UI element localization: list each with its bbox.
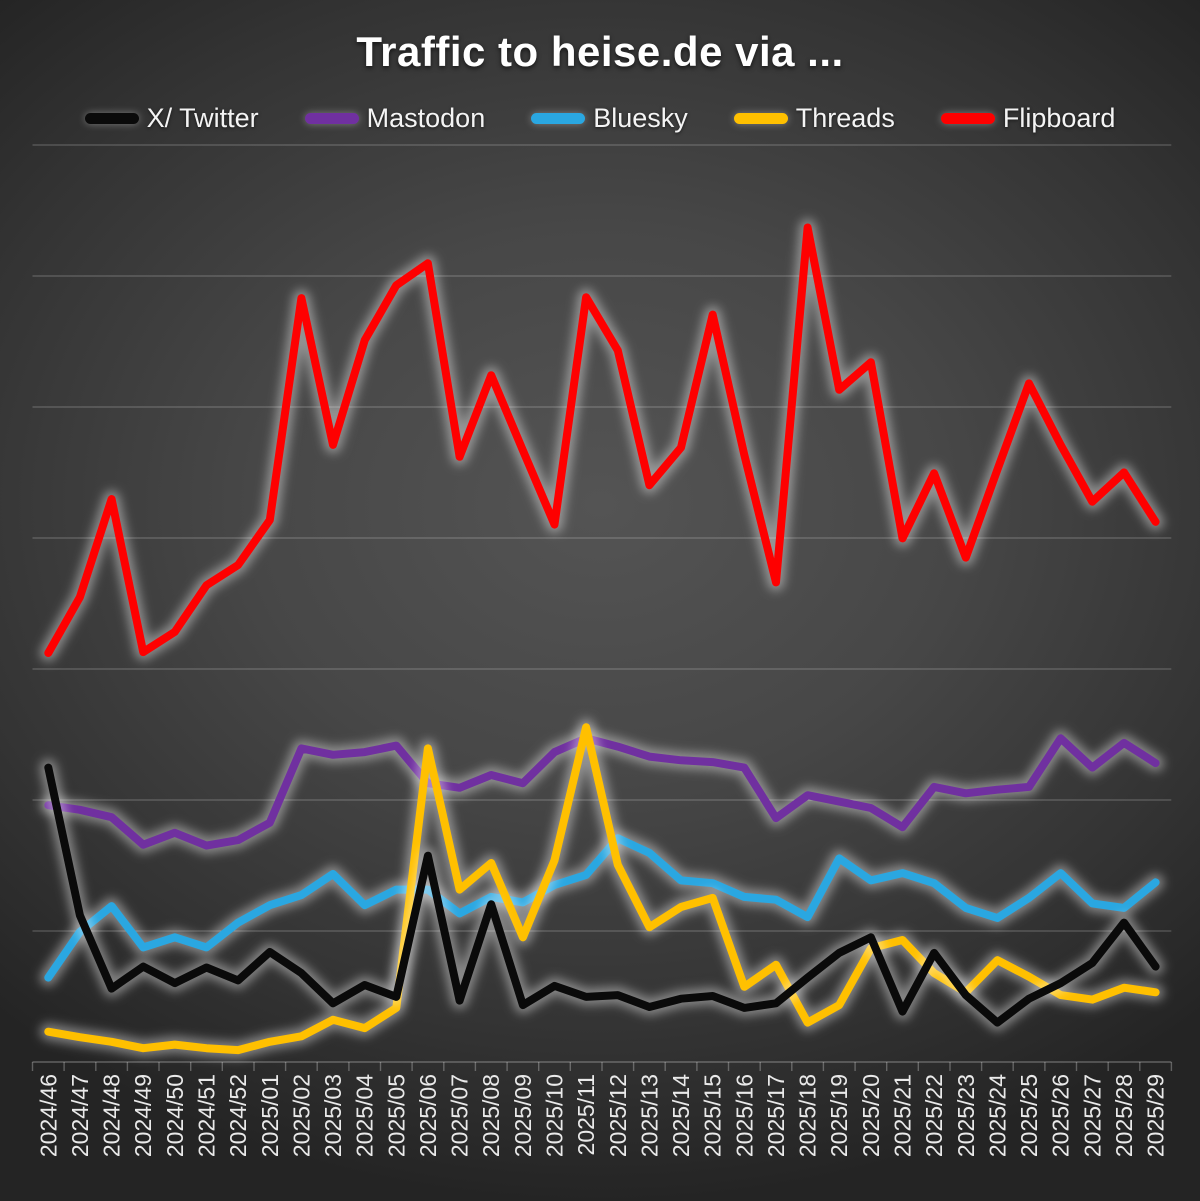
legend-item-mastodon: Mastodon xyxy=(304,103,486,134)
x-axis-label: 2024/50 xyxy=(162,1074,188,1157)
legend-item-bluesky: Bluesky xyxy=(531,103,688,134)
x-axis-label: 2025/15 xyxy=(700,1074,726,1157)
x-axis-label: 2025/18 xyxy=(795,1074,821,1157)
legend-item-threads: Threads xyxy=(733,103,895,134)
x-axis-labels: 2024/46 2024/47 2024/48 2024/49 2024/50 2024/… xyxy=(35,1074,1168,1157)
x-axis-label: 2025/28 xyxy=(1111,1074,1137,1157)
x-axis-label: 2025/11 xyxy=(573,1074,599,1155)
x-axis-label: 2025/03 xyxy=(320,1074,346,1157)
x-axis-label: 2025/12 xyxy=(605,1074,631,1157)
x-axis-label: 2024/49 xyxy=(130,1074,156,1157)
bluesky-line-swatch-icon xyxy=(531,113,586,124)
x-axis-label: 2025/29 xyxy=(1143,1074,1169,1157)
series-line-flipboard xyxy=(44,223,1160,657)
legend-item-flipboard: Flipboard xyxy=(940,103,1116,134)
flipboard-line-swatch-icon xyxy=(940,113,995,124)
x-axis-label: 2025/21 xyxy=(890,1074,916,1157)
x-axis-label: 2025/27 xyxy=(1079,1074,1105,1157)
legend-label-flipboard: Flipboard xyxy=(1002,103,1116,133)
x-axis-label: 2025/19 xyxy=(826,1074,852,1157)
x-axis xyxy=(31,1061,1173,1071)
x-axis-label: 2025/13 xyxy=(636,1074,662,1157)
threads-line-swatch-icon xyxy=(733,113,788,124)
chart-title: Traffic to heise.de via ... xyxy=(356,28,844,75)
x-axis-label: 2024/48 xyxy=(99,1074,125,1157)
x-axis-label: 2025/01 xyxy=(257,1074,283,1157)
x-axis-label: 2025/14 xyxy=(668,1074,694,1157)
series-glow-flipboard xyxy=(39,219,1165,662)
x-axis-label: 2025/24 xyxy=(984,1074,1010,1157)
mastodon-line-swatch-icon xyxy=(304,113,359,124)
x-axis-label: 2024/51 xyxy=(194,1074,220,1157)
x-axis-label: 2025/05 xyxy=(383,1074,409,1157)
x-axis-label: 2025/22 xyxy=(921,1074,947,1157)
legend-item-x-twitter: X/ Twitter xyxy=(84,103,259,134)
x-axis-label: 2025/25 xyxy=(1016,1074,1042,1157)
x-axis-label: 2025/10 xyxy=(542,1074,568,1157)
legend-label-mastodon: Mastodon xyxy=(366,103,486,133)
x-axis-label: 2025/02 xyxy=(288,1074,314,1157)
x-axis-label: 2024/52 xyxy=(225,1074,251,1157)
legend-label-bluesky: Bluesky xyxy=(593,103,688,133)
x-axis-label: 2025/07 xyxy=(447,1074,473,1157)
x-axis-label: 2025/17 xyxy=(763,1074,789,1157)
x-axis-label: 2025/20 xyxy=(858,1074,884,1157)
x-axis-label: 2025/16 xyxy=(731,1074,757,1157)
series-line-mastodon xyxy=(44,734,1160,850)
gridlines xyxy=(32,144,1172,932)
x-axis-label: 2024/47 xyxy=(67,1074,93,1157)
legend: X/ Twitter Mastodon Bluesky Threads Flip… xyxy=(0,103,1200,134)
x-twitter-line-swatch-icon xyxy=(84,113,139,124)
x-axis-label: 2025/26 xyxy=(1048,1074,1074,1157)
series-line-x-twitter xyxy=(44,763,1160,1027)
x-axis-label: 2025/04 xyxy=(352,1074,378,1157)
series-line-bluesky xyxy=(44,834,1160,982)
x-axis-label: 2025/08 xyxy=(478,1074,504,1157)
legend-label-x-twitter: X/ Twitter xyxy=(146,103,259,133)
x-axis-label: 2025/09 xyxy=(510,1074,536,1157)
x-axis-label: 2025/23 xyxy=(953,1074,979,1157)
series-lines xyxy=(39,219,1165,1059)
x-axis-label: 2024/46 xyxy=(35,1074,61,1157)
x-axis-label: 2025/06 xyxy=(415,1074,441,1157)
series-line-threads xyxy=(44,723,1160,1055)
legend-label-threads: Threads xyxy=(795,103,895,133)
